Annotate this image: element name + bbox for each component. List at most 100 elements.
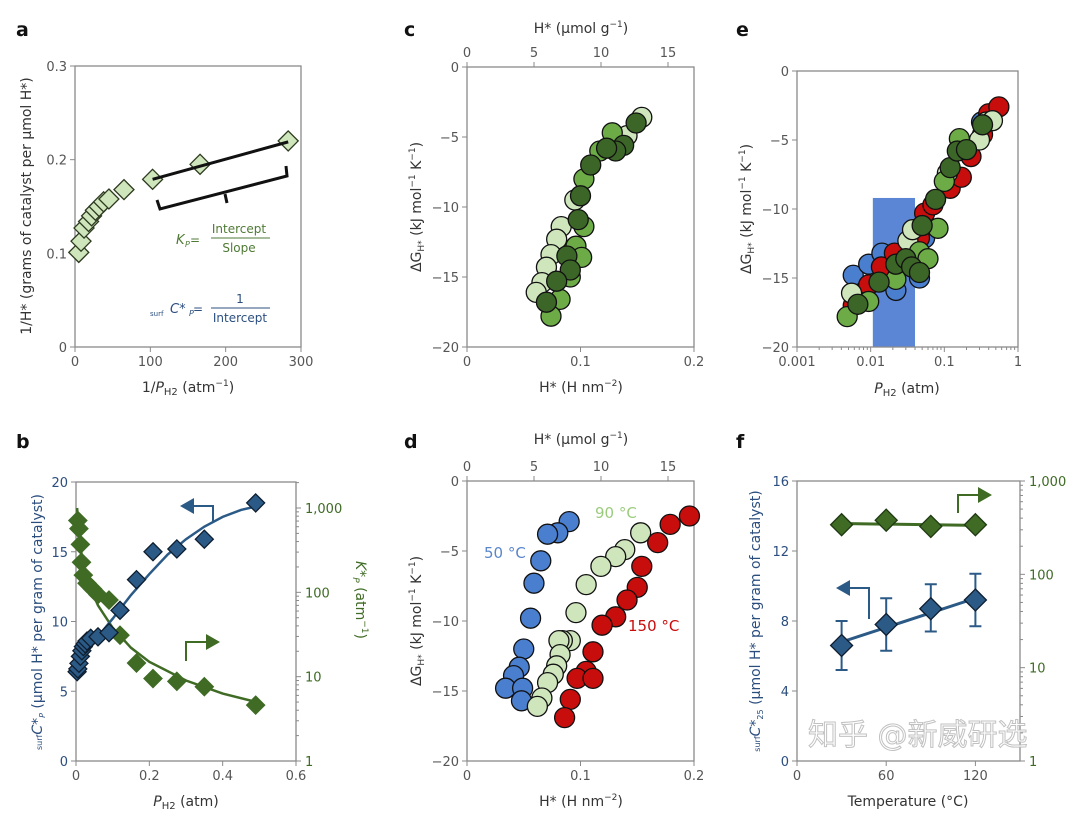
kp-numerator: Intercept bbox=[212, 222, 267, 236]
b-y-tick-label: 0 bbox=[60, 755, 68, 770]
f-capacity-point bbox=[963, 588, 988, 612]
a-data-point bbox=[277, 130, 300, 152]
e-x-tick-label: 0.01 bbox=[856, 355, 885, 370]
f-y-tick-label: 4 bbox=[781, 685, 789, 700]
f-ylabel: surfC*25 (μmol H* per gram of catalyst) bbox=[748, 490, 765, 751]
d-data-point bbox=[647, 531, 669, 554]
d-data-point bbox=[631, 555, 653, 578]
f-kp-point bbox=[918, 514, 943, 539]
c-top-x-tick-label: 15 bbox=[660, 46, 677, 61]
kp-formula: K P = Intercept Slope bbox=[176, 222, 270, 255]
b-x-tick-label: 0.4 bbox=[212, 769, 233, 784]
e-data-point-dark_green bbox=[971, 114, 994, 136]
f-x-tick-label: 120 bbox=[963, 769, 988, 784]
d-top-x-tick-label: 0 bbox=[463, 460, 471, 475]
f-y-tick-label: 8 bbox=[781, 615, 789, 630]
b-y-tick-label: 15 bbox=[51, 546, 68, 561]
d-x-tick-label: 0.2 bbox=[684, 769, 705, 784]
d-data-point bbox=[582, 667, 604, 690]
c-top-x-tick-label: 10 bbox=[593, 46, 610, 61]
f-right-axis-arrow bbox=[957, 487, 992, 513]
b-kp-point bbox=[166, 671, 187, 692]
a-data-point bbox=[97, 188, 120, 210]
a-data-point bbox=[189, 153, 211, 176]
b-y2-tick-label: 100 bbox=[305, 586, 330, 601]
e-x-tick-label: 0.1 bbox=[934, 355, 955, 370]
d-ylabel: ΔGH* (kJ mol−1 K−1) bbox=[408, 556, 427, 686]
f-y2-tick-label: 100 bbox=[1029, 568, 1054, 583]
e-data-point-dark_green bbox=[955, 139, 978, 161]
bracket bbox=[155, 165, 289, 211]
b-y-tick-label: 10 bbox=[51, 616, 68, 631]
b-ylabel: surfC*P (μmol H* per gram of catalyst) bbox=[30, 494, 47, 750]
e-y-tick-label: −10 bbox=[762, 203, 789, 218]
f-capacity-point bbox=[874, 612, 899, 637]
d-data-point bbox=[582, 641, 604, 663]
c-top-x-tick-label: 0 bbox=[463, 46, 471, 61]
a-y-tick-label: 0.3 bbox=[46, 60, 67, 75]
d-data-point bbox=[616, 589, 638, 611]
f-kp-point bbox=[963, 512, 988, 537]
b-x-tick-label: 0 bbox=[72, 769, 80, 784]
c-y-tick-label: −5 bbox=[440, 131, 459, 146]
a-x-tick-label: 0 bbox=[71, 355, 79, 370]
f-x-tick-label: 0 bbox=[793, 769, 801, 784]
e-data-point-dark_green bbox=[911, 214, 933, 237]
panel-letter-e: e bbox=[736, 19, 749, 41]
d-top-x-tick-label: 5 bbox=[530, 460, 538, 475]
e-data-point-dark_green bbox=[924, 188, 947, 210]
kp-symbol: K bbox=[176, 233, 186, 248]
b-kp-point bbox=[126, 653, 147, 673]
f-y2-tick-label: 1 bbox=[1029, 755, 1037, 770]
f-kp-point bbox=[874, 508, 899, 533]
c-data-point bbox=[595, 137, 618, 159]
b-kp-point bbox=[70, 534, 91, 555]
a-x-tick-label: 200 bbox=[213, 355, 238, 370]
d-data-point bbox=[591, 614, 613, 636]
d-top-label: H* (μmol g−1) bbox=[534, 431, 629, 448]
f-xlabel: Temperature (°C) bbox=[847, 794, 969, 810]
d-y-tick-label: −20 bbox=[432, 755, 459, 770]
e-y-tick-label: −20 bbox=[762, 341, 789, 356]
d-data-point bbox=[630, 522, 652, 544]
f-y-tick-label: 0 bbox=[781, 755, 789, 770]
e-data-point-dark_green bbox=[847, 293, 869, 315]
b-kp-point bbox=[245, 695, 266, 716]
c-y-tick-label: −10 bbox=[432, 201, 459, 216]
b-y2label: K*P (atm−1) bbox=[350, 561, 369, 639]
c-data-point bbox=[567, 208, 589, 231]
d-y-tick-label: −10 bbox=[432, 615, 459, 630]
panel-letter-b: b bbox=[16, 431, 30, 453]
e-data-point-dark_green bbox=[908, 261, 931, 284]
a-data-point bbox=[113, 178, 135, 201]
e-y-tick-label: −5 bbox=[770, 134, 789, 149]
d-data-point bbox=[678, 505, 701, 527]
legend-150c: 150 °C bbox=[628, 617, 679, 635]
c-data-point bbox=[535, 291, 558, 313]
a-plot-frame bbox=[74, 65, 302, 348]
d-data-point bbox=[659, 513, 681, 536]
d-data-point bbox=[559, 688, 581, 711]
kp-sub: P bbox=[185, 240, 190, 249]
c-sub: P bbox=[189, 309, 194, 318]
d-data-point bbox=[605, 545, 627, 568]
panel-letter-a: a bbox=[16, 19, 29, 41]
f-capacity-fit-line bbox=[841, 596, 976, 644]
watermark: 知乎 @新威研选 bbox=[808, 718, 1028, 753]
c-x-tick-label: 0 bbox=[463, 355, 471, 370]
panel-a: 0 100 200 300 0 0.1 0.2 0.3 bbox=[46, 60, 313, 370]
a-y-tick-label: 0.1 bbox=[46, 247, 67, 262]
b-capacity-point bbox=[99, 622, 119, 643]
d-data-point bbox=[590, 555, 612, 578]
panel-c: 0 0.1 0.2 0 5 10 15 −20 −15 −10 −5 0 bbox=[432, 46, 705, 370]
f-capacity-point bbox=[918, 596, 943, 621]
capacity-formula: surf C* P = 1 Intercept bbox=[150, 292, 270, 325]
b-y-tick-label: 5 bbox=[60, 685, 68, 700]
f-capacity-point bbox=[829, 633, 854, 658]
a-fit-line bbox=[152, 140, 289, 181]
b-y2-tick-label: 1 bbox=[305, 755, 313, 770]
a-x-tick-label: 300 bbox=[289, 355, 314, 370]
c-data-point bbox=[580, 154, 602, 176]
d-data-point bbox=[530, 550, 552, 572]
